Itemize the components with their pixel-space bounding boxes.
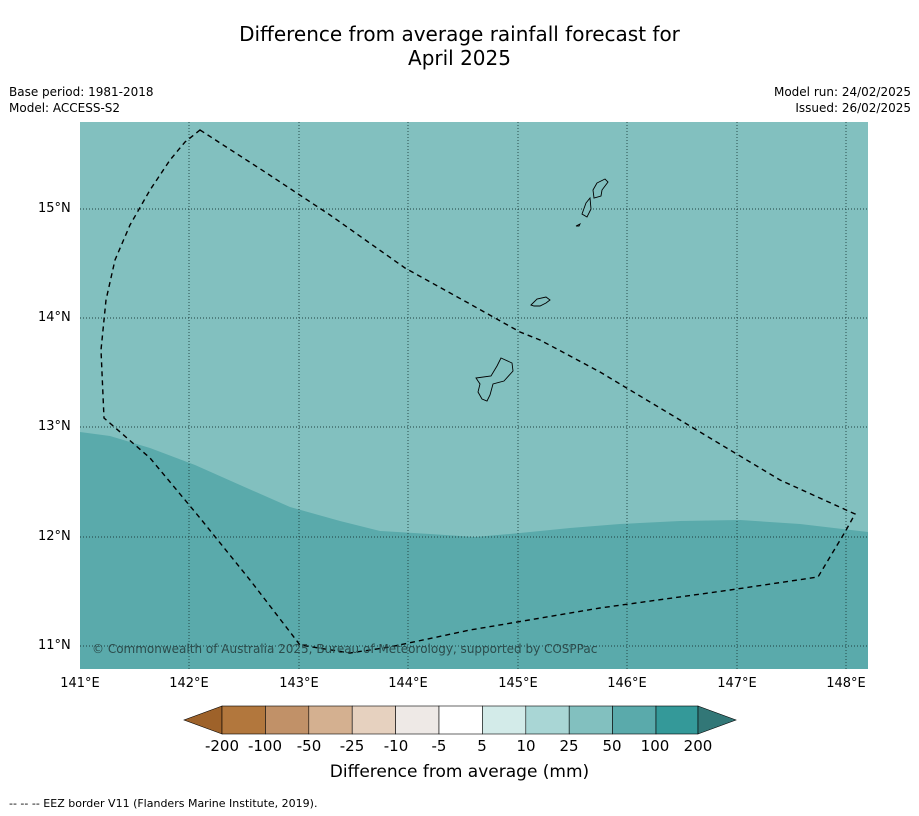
island-tinian bbox=[581, 196, 592, 218]
lat-label-15: 15°N bbox=[38, 201, 71, 216]
lon-label-142: 142°E bbox=[169, 676, 209, 691]
island-rota bbox=[530, 296, 551, 307]
colorbar-swatch-4 bbox=[351, 705, 396, 735]
meta-right: Model run: 24/02/2025 Issued: 26/02/2025 bbox=[774, 84, 911, 116]
colorbar-tick-label: 50 bbox=[602, 737, 622, 755]
lat-label-12: 12°N bbox=[38, 529, 71, 544]
colorbar-tick-label: -200 bbox=[204, 737, 240, 755]
colorbar-tick-label: 5 bbox=[477, 737, 487, 755]
colorbar-swatch-10 bbox=[612, 705, 657, 735]
colorbar-tick-label: -100 bbox=[247, 737, 283, 755]
colorbar-title: Difference from average (mm) bbox=[329, 762, 590, 782]
map-title: Difference from average rainfall forecas… bbox=[0, 22, 919, 70]
colorbar-extend-low bbox=[183, 705, 223, 735]
lon-label-148: 148°E bbox=[826, 676, 866, 691]
colorbar-tick-label: -5 bbox=[431, 737, 447, 755]
lon-label-145: 145°E bbox=[498, 676, 538, 691]
island-aguijan bbox=[575, 222, 582, 227]
lat-label-13: 13°N bbox=[38, 419, 71, 434]
title-line-2: April 2025 bbox=[408, 46, 511, 70]
lon-label-143: 143°E bbox=[279, 676, 319, 691]
islands bbox=[475, 178, 609, 402]
island-saipan bbox=[592, 178, 609, 199]
lon-label-141: 141°E bbox=[60, 676, 100, 691]
colorbar-swatch-8 bbox=[525, 705, 570, 735]
model-run: Model run: 24/02/2025 bbox=[773, 85, 911, 99]
lon-label-144: 144°E bbox=[388, 676, 428, 691]
colorbar-extend-high bbox=[697, 705, 737, 735]
island-guam bbox=[475, 357, 514, 402]
colorbar-swatch-11 bbox=[655, 705, 699, 735]
title-line-1: Difference from average rainfall forecas… bbox=[239, 22, 680, 46]
lon-label-146: 146°E bbox=[607, 676, 647, 691]
lat-label-14: 14°N bbox=[38, 310, 71, 325]
colorbar-swatch-7 bbox=[482, 705, 527, 735]
meta-left: Base period: 1981-2018 Model: ACCESS-S2 bbox=[9, 84, 154, 116]
eez-border bbox=[100, 129, 856, 654]
colorbar-tick-label: 10 bbox=[516, 737, 536, 755]
colorbar-swatch-2 bbox=[265, 705, 310, 735]
colorbar-swatch-6 bbox=[438, 705, 483, 735]
colorbar-tick-label: -25 bbox=[339, 737, 365, 755]
base-period: Base period: 1981-2018 bbox=[9, 85, 154, 99]
map-region-lower bbox=[80, 432, 868, 669]
colorbar-tick-label: -50 bbox=[296, 737, 322, 755]
colorbar-tick-label: 100 bbox=[640, 737, 670, 755]
gridlines bbox=[80, 122, 868, 669]
colorbar-tick-label: 25 bbox=[559, 737, 579, 755]
model-name: Model: ACCESS-S2 bbox=[9, 101, 121, 115]
colorbar-swatch-1 bbox=[221, 705, 266, 735]
colorbar-swatch-5 bbox=[395, 705, 440, 735]
colorbar-swatch-3 bbox=[308, 705, 353, 735]
colorbar-swatch-9 bbox=[568, 705, 613, 735]
copyright-text: © Commonwealth of Australia 2025, Bureau… bbox=[92, 642, 597, 656]
footnote-eez: -- -- -- EEZ border V11 (Flanders Marine… bbox=[9, 797, 318, 810]
lon-label-147: 147°E bbox=[717, 676, 757, 691]
colorbar-tick-label: 200 bbox=[683, 737, 713, 755]
issued-date: Issued: 26/02/2025 bbox=[795, 101, 911, 115]
colorbar bbox=[183, 705, 737, 735]
colorbar-tick-label: -10 bbox=[383, 737, 409, 755]
lat-label-11: 11°N bbox=[38, 638, 71, 653]
